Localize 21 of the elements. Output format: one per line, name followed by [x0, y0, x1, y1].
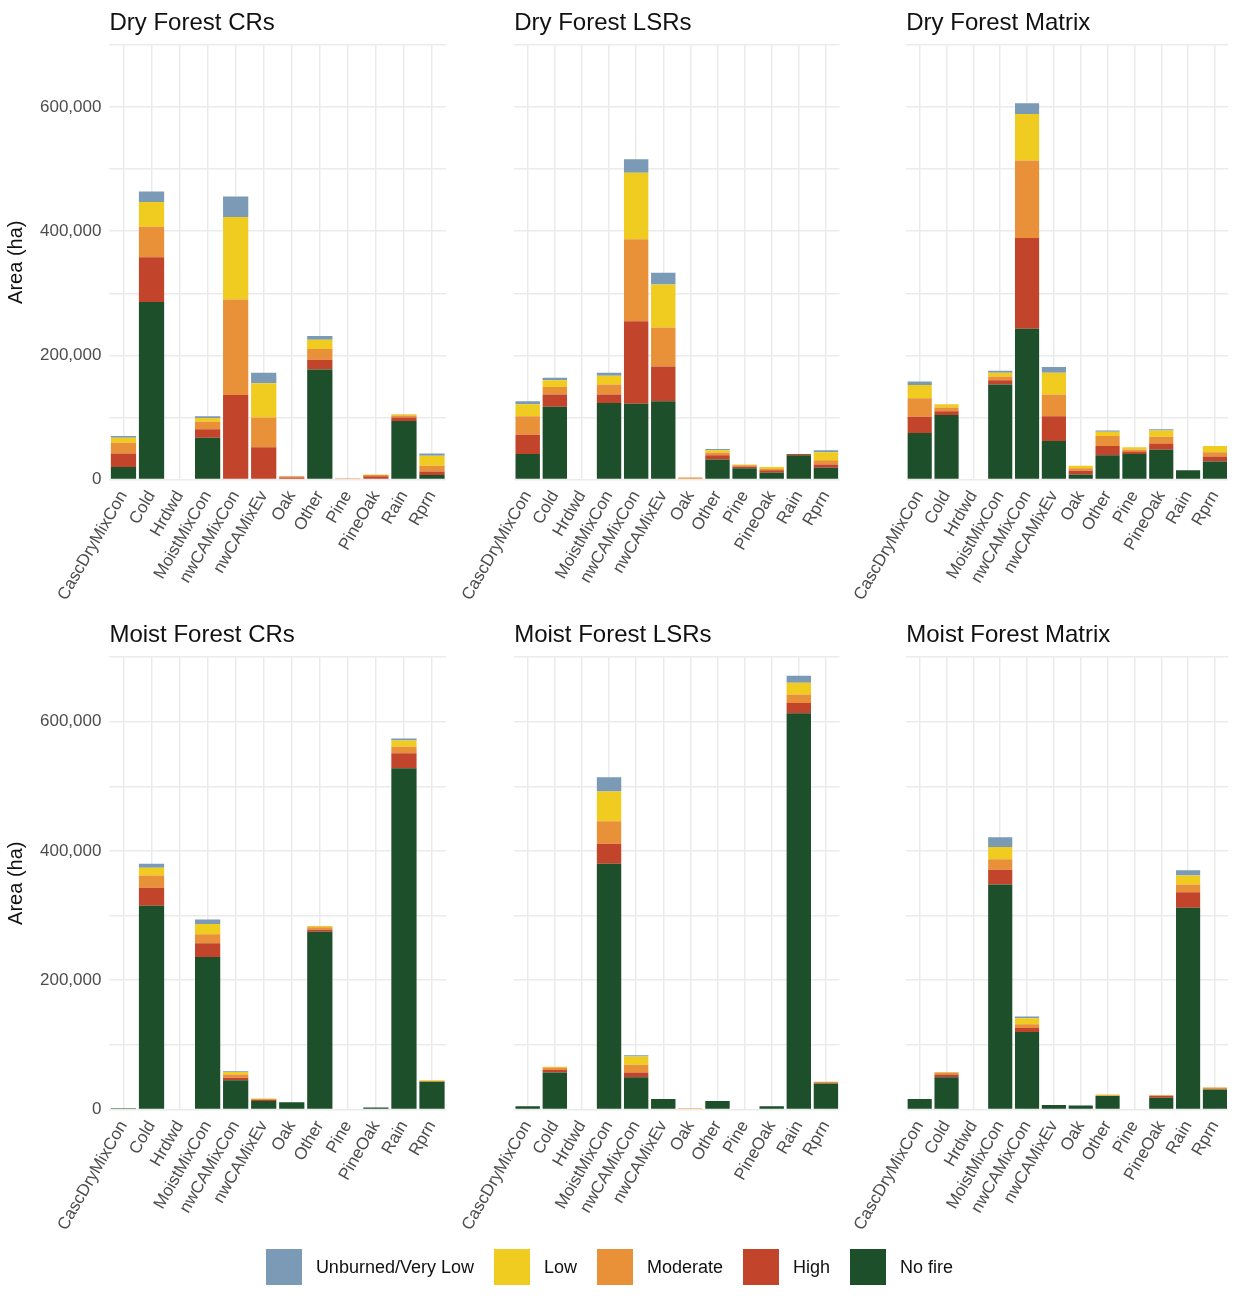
legend-label: No fire [900, 1256, 954, 1278]
legend-label: Unburned/Very Low [315, 1256, 474, 1278]
y-tick-label: 0 [91, 469, 102, 489]
y-tick-label: 400,000 [40, 840, 102, 860]
legend-label: Low [543, 1256, 578, 1278]
y-axis-title: Area (ha) [3, 220, 26, 304]
legend-label: Moderate [647, 1256, 724, 1278]
chart-title: Dry Forest Matrix [906, 8, 1091, 35]
y-tick-label: 200,000 [40, 345, 102, 365]
y-tick-label: 200,000 [40, 969, 102, 989]
y-tick-label: 600,000 [40, 96, 102, 116]
chart-title: Moist Forest CRs [109, 620, 295, 647]
chart-title: Moist Forest LSRs [514, 620, 712, 647]
legend-label: High [793, 1256, 831, 1278]
y-tick-label: 0 [91, 1099, 102, 1119]
chart-title: Dry Forest CRs [109, 8, 275, 35]
chart-title: Dry Forest LSRs [514, 8, 692, 35]
y-axis-title: Area (ha) [3, 841, 26, 925]
y-tick-label: 400,000 [40, 220, 102, 240]
chart-title: Moist Forest Matrix [906, 620, 1111, 647]
y-tick-label: 600,000 [40, 711, 102, 731]
